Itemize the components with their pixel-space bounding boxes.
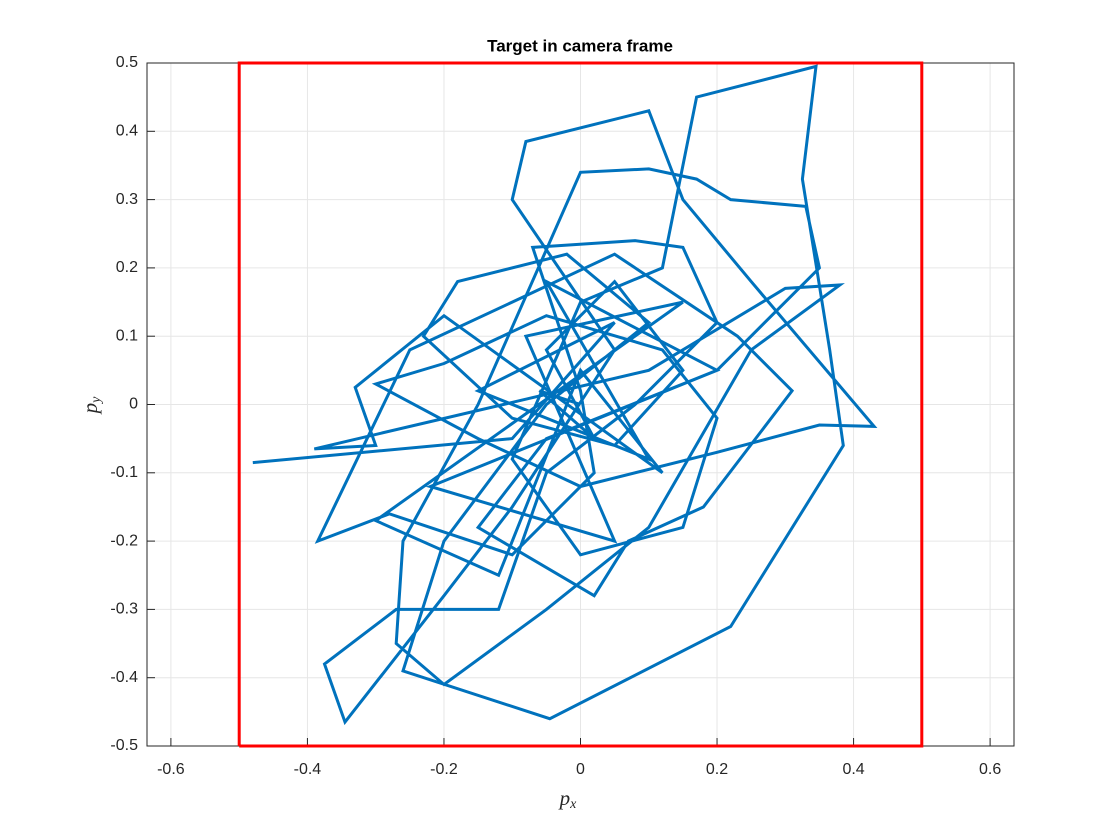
y-tick-label: 0.3 [116, 191, 138, 208]
x-tick-label: 0.2 [706, 761, 728, 778]
x-tick-label: -0.2 [430, 761, 458, 778]
y-axis-label: py [78, 396, 104, 416]
y-tick-label: -0.2 [110, 532, 138, 549]
data-line [237, 61, 924, 748]
x-tick-label: 0 [576, 761, 585, 778]
y-tick-label: -0.3 [110, 601, 138, 618]
data-line [252, 64, 878, 726]
x-tick-label: -0.6 [157, 761, 185, 778]
x-tick-label: -0.4 [294, 761, 322, 778]
y-tick-label: 0.5 [116, 54, 138, 71]
y-tick-label: 0.1 [116, 327, 138, 344]
x-tick-label: 0.4 [842, 761, 864, 778]
y-tick-label: -0.1 [110, 464, 138, 481]
y-tick-label: 0 [129, 396, 138, 413]
x-axis-label-base: p [558, 786, 571, 810]
y-tick-label: -0.5 [110, 737, 138, 754]
x-tick-label: 0.6 [979, 761, 1001, 778]
x-axis-label-sub: x [569, 797, 577, 812]
x-axis-label: px [558, 786, 578, 812]
y-tick-label: 0.4 [116, 123, 138, 140]
y-tick-label: -0.4 [110, 669, 138, 686]
y-axis-label-base: p [78, 403, 102, 416]
chart-title: Target in camera frame [487, 36, 673, 55]
y-tick-label: 0.2 [116, 259, 138, 276]
y-axis-label-sub: y [89, 396, 104, 405]
